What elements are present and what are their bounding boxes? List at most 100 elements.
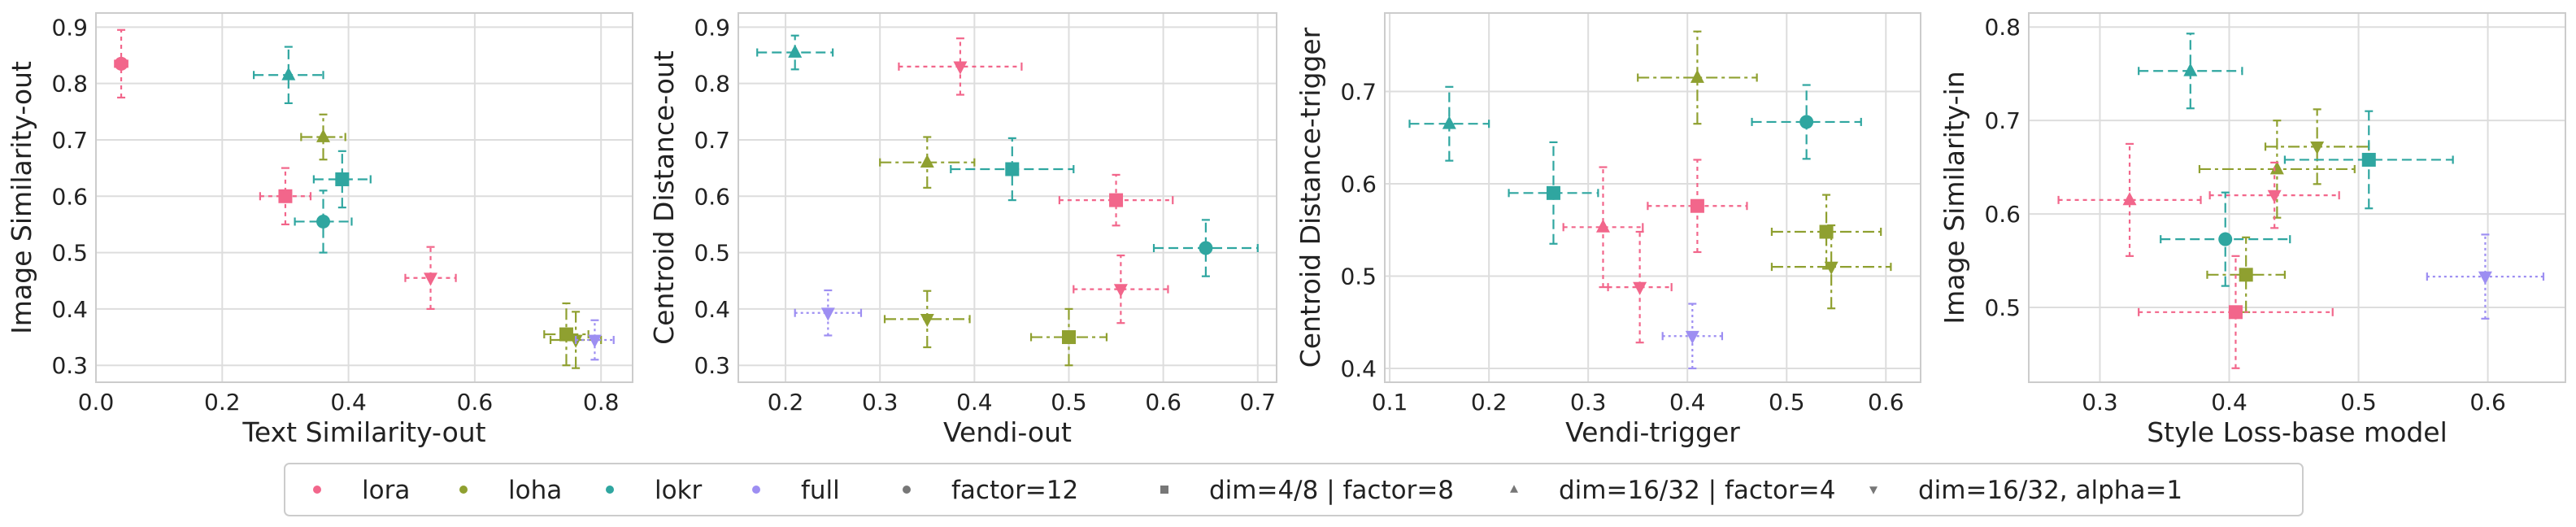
legend: lora loha lokr full factor=12 dim=4/8 | facto…: [284, 463, 2304, 516]
marker-square: [1109, 193, 1124, 207]
data-point-loha-dim48: [2206, 236, 2286, 313]
marker-circle: [316, 214, 331, 229]
y-tick-label: 0.7: [1340, 78, 1377, 105]
y-tick-label: 0.7: [51, 127, 88, 154]
legend-marker: [1510, 485, 1518, 493]
legend-box: [284, 463, 2304, 516]
data-point-lokr-dim48: [950, 137, 1075, 202]
legend-item-lora: lora: [313, 476, 410, 505]
marker-triangle-up: [281, 67, 296, 81]
x-tick-label: 0.5: [1051, 389, 1087, 416]
data-point-lokr-dim1632: [2138, 33, 2243, 110]
y-tick-label: 0.6: [1340, 171, 1377, 198]
x-tick-label: 0.4: [956, 389, 993, 416]
y-axis-label: Centroid Distance-out: [648, 50, 680, 345]
legend-item-lokr: lokr: [606, 476, 703, 505]
plot-area: [2029, 13, 2565, 382]
plot-frame: [95, 12, 633, 383]
plot-area: [738, 13, 1277, 382]
marker-triangle-down: [2310, 141, 2325, 155]
chart-panel-3: 0.1 0.2 0.3 0.4 0.5 0.6 0.4 0.5 0.6 0.7 Vendi-trig…: [1295, 12, 1921, 448]
marker-square: [2239, 268, 2253, 282]
legend-label: lokr: [655, 476, 703, 505]
data-point-lora-alpha1: [2208, 161, 2340, 229]
data-point-lokr-dim48: [1508, 141, 1599, 245]
x-tick-label: 0.6: [457, 389, 494, 416]
marker-square: [559, 327, 573, 342]
chart-panel-1: 0.0 0.2 0.4 0.6 0.8 0.3 0.4 0.5 0.6 0.7 0.8 0.9 Text…: [6, 12, 633, 448]
marker-square: [1061, 330, 1076, 345]
legend-item-factor12: factor=12: [903, 476, 1078, 505]
data-point-lokr-dim1632: [253, 46, 324, 105]
marker-triangle-down: [424, 272, 438, 286]
legend-item-full: full: [752, 476, 840, 505]
y-tick-label: 0.5: [694, 240, 730, 267]
data-point-lokr-factor12: [1152, 219, 1259, 277]
marker-circle: [1199, 241, 1213, 255]
y-tick-label: 0.8: [1984, 14, 2021, 41]
marker-square: [335, 172, 350, 186]
y-tick-label: 0.5: [1340, 263, 1377, 290]
marker-triangle-down: [820, 307, 835, 321]
data-point-lokr-dim1632: [1408, 85, 1490, 162]
x-tick-label: 0.3: [2082, 389, 2118, 416]
y-tick-label: 0.6: [694, 183, 730, 210]
data-point-loha-dim1632: [1637, 30, 1758, 125]
data-point-full-alpha1: [2426, 233, 2545, 320]
data-point-loha-dim48: [1770, 194, 1882, 270]
legend-marker: [752, 486, 760, 494]
data-point-lora-dim48: [1058, 173, 1174, 227]
legend-marker: [313, 486, 321, 494]
y-tick-label: 0.5: [51, 240, 88, 267]
y-tick-label: 0.9: [694, 14, 730, 41]
marker-triangle-down: [2267, 189, 2282, 203]
marker-triangle-up: [1690, 69, 1704, 83]
data-point-lora-alpha1: [1607, 230, 1673, 344]
data-point-loha-alpha1: [1770, 224, 1892, 310]
marker-square: [278, 189, 293, 203]
legend-item-dim48: dim=4/8 | factor=8: [1160, 476, 1454, 505]
data-point-lokr-dim1632: [756, 34, 834, 71]
legend-marker: [459, 486, 468, 494]
y-axis-label: Image Similarity-out: [6, 61, 37, 334]
marker-circle: [1799, 115, 1814, 129]
y-tick-label: 0.6: [51, 183, 88, 210]
x-tick-label: 0.6: [2469, 389, 2506, 416]
plot-area: [1385, 13, 1921, 382]
marker-circle: [2218, 232, 2233, 246]
y-tick-label: 0.6: [1984, 201, 2021, 228]
x-tick-label: 0.8: [583, 389, 620, 416]
marker-square: [1819, 224, 1834, 239]
x-tick-label: 0.7: [1240, 389, 1277, 416]
legend-label: dim=4/8 | factor=8: [1209, 476, 1454, 505]
y-tick-label: 0.5: [1984, 294, 2021, 321]
data-point-loha-dim48: [543, 302, 590, 367]
x-tick-label: 0.4: [1669, 389, 1706, 416]
marker-triangle-up: [1595, 219, 1610, 233]
y-tick-label: 0.4: [694, 296, 730, 323]
data-point-lora-dim1632: [1562, 166, 1644, 289]
x-tick-label: 0.2: [768, 389, 804, 416]
x-tick-label: 0.2: [1471, 389, 1508, 416]
data-point-lora-alpha1: [898, 37, 1023, 96]
y-tick-label: 0.4: [1340, 355, 1377, 382]
data-point-lokr-dim48: [312, 150, 372, 209]
marker-triangle-down: [587, 334, 602, 348]
chart-panel-2: 0.2 0.3 0.4 0.5 0.6 0.7 0.3 0.4 0.5 0.6 0.7 0.8 0.9 V…: [648, 12, 1277, 448]
plot-frame: [2028, 12, 2566, 383]
x-tick-label: 0.6: [1868, 389, 1904, 416]
legend-item-loha: loha: [459, 476, 562, 505]
y-tick-label: 0.8: [694, 71, 730, 98]
y-axis-label: Image Similarity-in: [1939, 71, 1970, 324]
data-point-lora-dim48: [259, 167, 312, 226]
marker-triangle-down: [1824, 261, 1838, 275]
data-point-full-alpha1: [1661, 303, 1724, 370]
y-tick-label: 0.7: [694, 127, 730, 154]
marker-triangle-up: [920, 154, 934, 168]
x-tick-label: 0.5: [2340, 389, 2377, 416]
plot-frame: [1384, 12, 1921, 383]
x-axis-label: Vendi-trigger: [1565, 416, 1740, 448]
marker-triangle-down: [2478, 271, 2492, 285]
legend-item-dim1632: dim=16/32 | factor=4: [1510, 476, 1835, 505]
